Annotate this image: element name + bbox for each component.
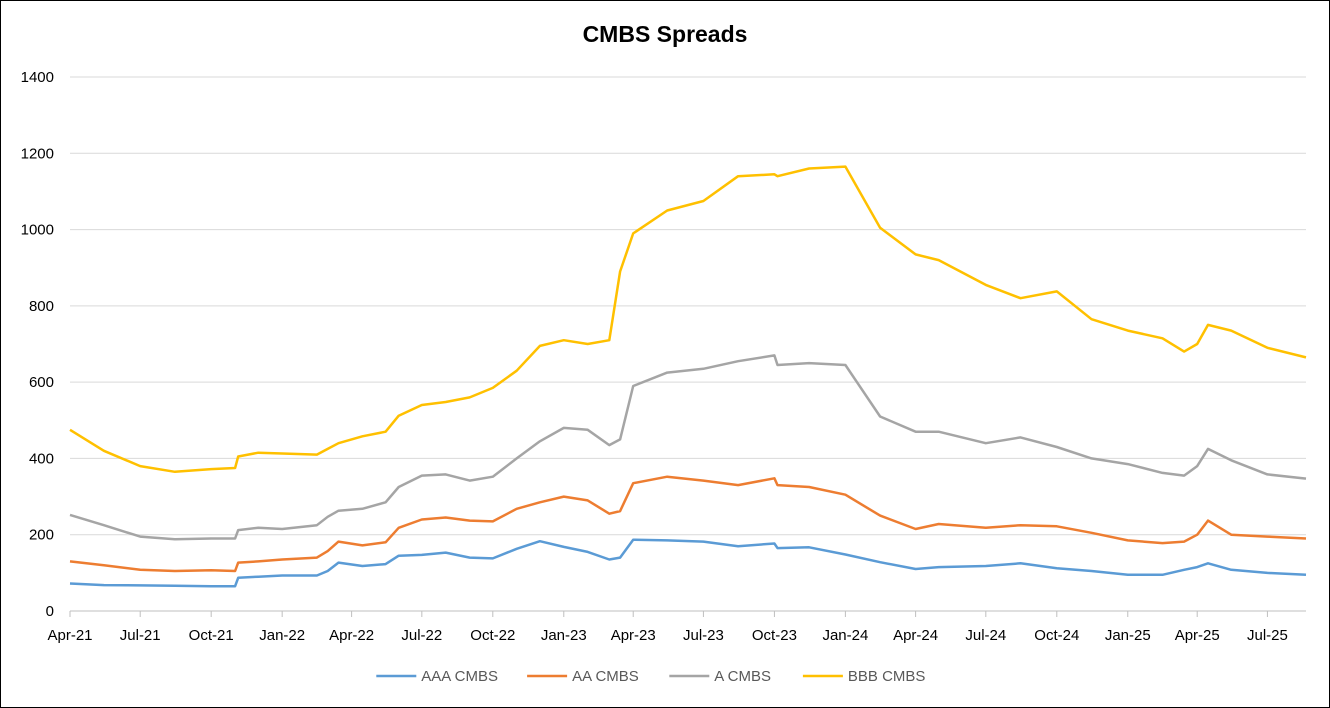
x-tick-label: Oct-24 [1034, 627, 1079, 644]
x-tick-label: Oct-21 [189, 627, 234, 644]
y-tick-label: 200 [29, 527, 54, 544]
legend-label: AA CMBS [572, 668, 639, 685]
x-tick-label: Jul-23 [683, 627, 724, 644]
series-line-bbb-cmbs [69, 165, 1307, 474]
legend-item: AAA CMBS [376, 668, 498, 685]
legend-label: A CMBS [714, 668, 771, 685]
x-tick-label: Apr-21 [47, 627, 92, 644]
y-tick-label: 1200 [21, 145, 54, 162]
y-tick-label: 600 [29, 374, 54, 391]
x-axis: Apr-21 Jul-21 Oct-21 Jan-22 Apr-22 Jul-22 Oct-… [47, 610, 1306, 644]
x-tick-label: Apr-24 [893, 627, 938, 644]
series-line-aaa-cmbs [69, 538, 1307, 588]
legend: AAA CMBS AA CMBS A CMBS BBB CMBS [376, 668, 925, 685]
legend-label: BBB CMBS [848, 668, 926, 685]
legend-item: BBB CMBS [802, 668, 926, 685]
y-tick-label: 400 [29, 450, 54, 467]
x-tick-label: Oct-22 [470, 627, 515, 644]
y-tick-label: 800 [29, 298, 54, 315]
x-tick-label: Jul-24 [965, 627, 1006, 644]
series-line-a-cmbs [69, 354, 1307, 541]
legend-item: A CMBS [669, 668, 771, 685]
x-tick-label: Jul-22 [401, 627, 442, 644]
x-tick-label: Apr-22 [329, 627, 374, 644]
y-tick-label: 1000 [21, 222, 54, 239]
gridlines [70, 76, 1306, 536]
x-tick-label: Oct-23 [752, 627, 797, 644]
x-tick-label: Jan-24 [822, 627, 868, 644]
legend-label: AAA CMBS [421, 668, 498, 685]
chart-title: CMBS Spreads [583, 21, 748, 47]
x-tick-label: Apr-25 [1175, 627, 1220, 644]
series-lines [69, 165, 1307, 588]
x-tick-label: Jan-22 [259, 627, 305, 644]
y-axis: 0 200 400 600 800 1000 1200 1400 [21, 69, 54, 620]
x-tick-label: Jan-23 [541, 627, 587, 644]
y-tick-label: 1400 [21, 69, 54, 86]
x-tick-label: Jan-25 [1105, 627, 1151, 644]
y-tick-label: 0 [46, 603, 54, 620]
x-tick-label: Jul-21 [120, 627, 161, 644]
legend-item: AA CMBS [527, 668, 639, 685]
x-tick-label: Jul-25 [1247, 627, 1288, 644]
series-line-aa-cmbs [69, 475, 1307, 573]
x-tick-label: Apr-23 [611, 627, 656, 644]
